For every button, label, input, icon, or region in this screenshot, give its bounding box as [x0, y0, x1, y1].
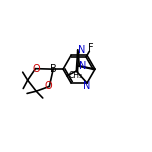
Text: N: N	[79, 60, 86, 71]
Text: O: O	[33, 64, 41, 74]
Text: F: F	[88, 43, 94, 53]
Text: B: B	[50, 64, 57, 74]
Text: O: O	[44, 81, 52, 91]
Text: N: N	[83, 81, 91, 91]
Text: CH₃: CH₃	[68, 71, 82, 80]
Text: N: N	[78, 45, 85, 55]
